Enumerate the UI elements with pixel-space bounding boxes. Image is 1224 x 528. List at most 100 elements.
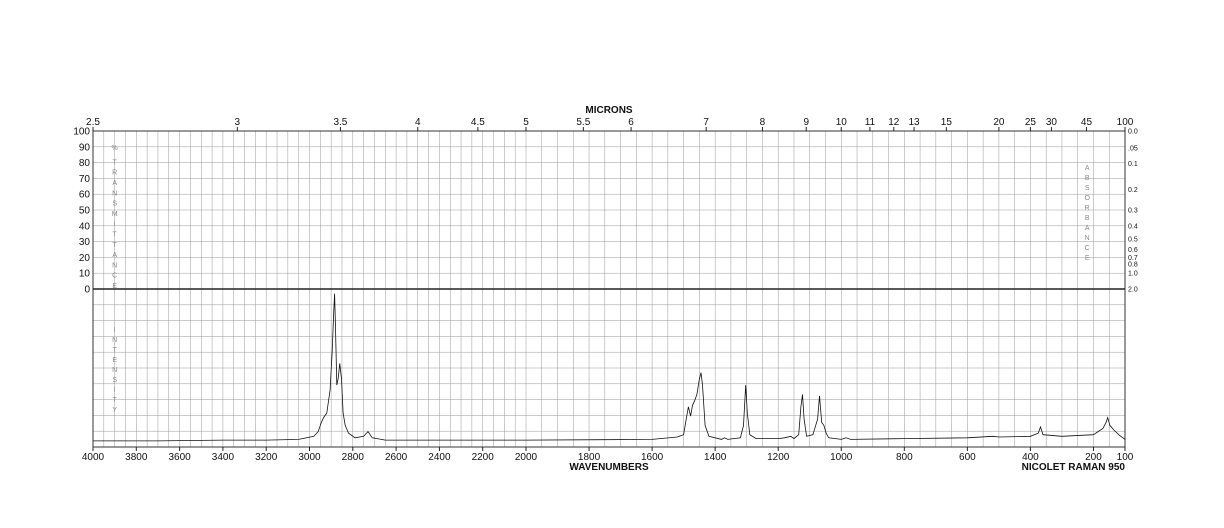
vertical-letter: R [1085,205,1090,212]
x-tick-label: 200 [1085,452,1102,463]
vertical-letter: E [112,357,117,364]
vertical-letter: I [114,327,116,334]
micron-tick-label: 7 [703,117,709,128]
instrument-label: NICOLET RAMAN 950 [1022,462,1126,473]
absorbance-tick-label: 0.0 [1128,129,1138,136]
vertical-letter: S [112,377,117,384]
micron-tick-label: 25 [1025,117,1037,128]
x-tick-label: 2200 [472,452,495,463]
x-tick-label: 1600 [641,452,664,463]
x-tick-label: 2400 [428,452,451,463]
absorbance-tick-label: .05 [1128,146,1138,153]
spectrum-line [93,293,1126,442]
x-tick-label: 100 [1117,452,1134,463]
vertical-letter: N [112,262,117,269]
x-tick-label: 400 [1022,452,1039,463]
micron-tick-label: 30 [1046,117,1058,128]
micron-tick-label: 10 [836,117,848,128]
micron-tick-label: 4.5 [471,117,485,128]
vertical-letter: A [112,252,117,259]
vertical-letter: C [1085,245,1090,252]
micron-tick-label: 3.5 [333,117,347,128]
absorbance-tick-label: 0.4 [1128,224,1138,231]
absorbance-tick-label: 0.2 [1128,187,1138,194]
vertical-letter: C [112,273,117,280]
vertical-letter: S [112,201,117,208]
x-tick-label: 1000 [830,452,853,463]
x-tick-label: 2000 [515,452,538,463]
vertical-letter: T [113,347,118,354]
micron-tick-label: 45 [1081,117,1093,128]
transmittance-tick-label: 40 [79,221,91,232]
vertical-letter: B [1085,215,1090,222]
micron-tick-label: 9 [803,117,809,128]
transmittance-tick-label: 0 [84,285,90,296]
x-tick-label: 3600 [168,452,191,463]
micron-tick-label: 4 [415,117,421,128]
transmittance-tick-label: 70 [79,174,91,185]
vertical-letter: A [1085,165,1090,172]
transmittance-tick-label: 50 [79,206,91,217]
vertical-letter: I [114,221,116,228]
vertical-letter: N [1085,235,1090,242]
micron-tick-label: 5.5 [576,117,590,128]
x-tick-label: 3200 [255,452,278,463]
transmittance-tick-label: 80 [79,158,91,169]
absorbance-tick-label: 0.3 [1128,207,1138,214]
spectrum-series [93,293,1126,442]
x-tick-label: 800 [896,452,913,463]
vertical-letter: N [112,367,117,374]
vertical-letter: E [112,283,117,290]
micron-tick-label: 5 [523,117,529,128]
vertical-letter: A [112,180,117,187]
axis-labels: 4000 3800 3600 3400 3200 3000 2800 2600 2400 2200… [73,117,1138,463]
vertical-letter: Y [112,407,117,414]
transmittance-tick-label: 30 [79,237,91,248]
absorbance-tick-label: 2.0 [1128,287,1138,294]
x-tick-label: 600 [959,452,976,463]
x-tick-label: 4000 [82,452,105,463]
vertical-letter: I [114,387,116,394]
micron-tick-label: 3 [235,117,241,128]
vertical-letter: N [112,190,117,197]
vertical-letter: A [1085,225,1090,232]
x-tick-label: 1200 [767,452,790,463]
x-tick-label: 3800 [125,452,148,463]
x-axis-label: WAVENUMBERS [569,462,649,473]
absorbance-tick-label: 0.8 [1128,261,1138,268]
transmittance-tick-label: 60 [79,190,91,201]
x-tick-label: 2800 [342,452,365,463]
vertical-letter: M [112,211,118,218]
transmittance-tick-label: 20 [79,253,91,264]
absorbance-tick-label: 1.0 [1128,271,1138,278]
vertical-letter: T [113,159,118,166]
transmittance-tick-label: 100 [73,127,90,138]
x-tick-label: 3400 [212,452,235,463]
vertical-letter: N [112,337,117,344]
micron-tick-label: 2.5 [86,117,100,128]
vertical-letter: E [1085,255,1090,262]
x-tick-label: 3000 [298,452,321,463]
x-tick-label: 2600 [385,452,408,463]
vertical-letter: S [1085,185,1090,192]
absorbance-tick-label: 0.5 [1128,237,1138,244]
micron-tick-label: 20 [993,117,1005,128]
micron-tick-label: 100 [1117,117,1134,128]
vertical-letter: T [113,232,118,239]
vertical-letter: T [113,397,118,404]
vertical-letter: O [1084,195,1090,202]
absorbance-tick-label: 0.6 [1128,247,1138,254]
absorbance-tick-label: 0.1 [1128,161,1138,168]
x-tick-label: 1400 [704,452,727,463]
micron-tick-label: 15 [941,117,953,128]
transmittance-tick-label: 10 [79,269,91,280]
transmittance-tick-label: 90 [79,142,91,153]
vertical-letter: % [112,145,118,152]
micron-tick-label: 13 [908,117,920,128]
micron-tick-label: 8 [760,117,766,128]
micron-tick-label: 11 [865,117,876,128]
